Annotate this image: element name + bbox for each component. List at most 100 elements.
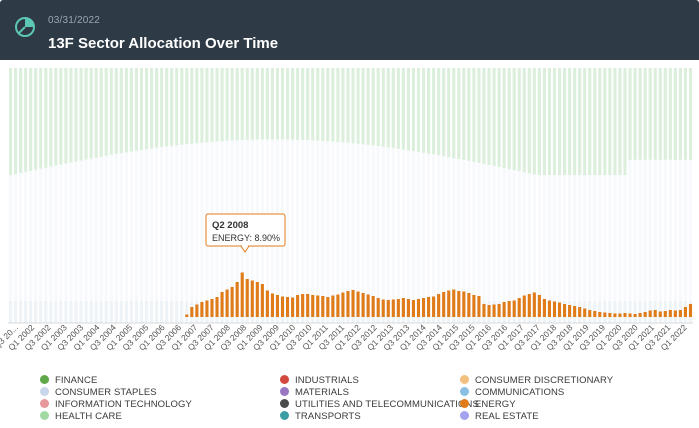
energy-bar[interactable] [537, 295, 541, 317]
energy-bar[interactable] [296, 295, 300, 317]
energy-bar[interactable] [341, 292, 345, 318]
legend-item[interactable]: REAL ESTATE [460, 411, 539, 422]
energy-bar[interactable] [452, 289, 456, 318]
energy-bar[interactable] [185, 314, 189, 318]
energy-bar[interactable] [683, 307, 687, 317]
energy-bar[interactable] [255, 282, 259, 317]
energy-bar[interactable] [311, 295, 315, 317]
energy-bar[interactable] [235, 282, 239, 317]
energy-bar[interactable] [492, 304, 496, 318]
energy-bar[interactable] [522, 295, 526, 318]
legend-item[interactable]: TRANSPORTS [280, 411, 361, 422]
legend-item[interactable]: INFORMATION TECHNOLOGY [40, 399, 192, 410]
energy-bar[interactable] [673, 310, 677, 318]
energy-bar[interactable] [608, 313, 612, 317]
energy-bar[interactable] [487, 305, 491, 317]
energy-bar[interactable] [280, 296, 285, 318]
energy-bar[interactable] [321, 296, 325, 317]
energy-bar[interactable] [391, 299, 395, 318]
energy-bar[interactable] [512, 300, 516, 318]
energy-bar[interactable] [648, 310, 652, 318]
energy-bar[interactable] [467, 293, 471, 317]
energy-bar[interactable] [291, 297, 295, 318]
energy-bar[interactable] [190, 307, 194, 317]
energy-bar[interactable] [285, 297, 290, 317]
energy-bar[interactable] [547, 300, 552, 318]
energy-bar[interactable] [275, 295, 280, 317]
energy-bar[interactable] [245, 279, 249, 317]
energy-bar[interactable] [361, 293, 365, 317]
energy-bar[interactable] [356, 291, 360, 318]
energy-bar[interactable] [301, 294, 305, 317]
energy-bar[interactable] [326, 297, 330, 317]
energy-bar[interactable] [200, 302, 204, 317]
energy-bar[interactable] [618, 313, 622, 318]
energy-bar[interactable] [603, 312, 607, 318]
energy-bar[interactable] [497, 304, 501, 317]
legend-item[interactable]: FINANCE [40, 375, 97, 386]
energy-bar[interactable] [678, 310, 682, 317]
energy-bar[interactable] [588, 310, 592, 317]
energy-bar[interactable] [336, 294, 340, 318]
energy-bar[interactable] [411, 300, 416, 317]
energy-bar[interactable] [477, 296, 481, 317]
energy-bar[interactable] [563, 304, 567, 317]
energy-bar[interactable] [437, 294, 441, 317]
energy-bar[interactable] [381, 299, 385, 318]
energy-bar[interactable] [578, 307, 582, 317]
energy-bar[interactable] [396, 299, 400, 317]
energy-bar[interactable] [270, 293, 274, 318]
legend-item[interactable]: INDUSTRIALS [280, 375, 359, 386]
energy-bar[interactable] [351, 290, 355, 317]
energy-bar[interactable] [447, 290, 451, 318]
energy-bar[interactable] [532, 292, 536, 318]
energy-bar[interactable] [210, 299, 214, 317]
energy-bar[interactable] [583, 308, 587, 318]
energy-bar[interactable] [658, 311, 662, 318]
energy-bar[interactable] [507, 301, 511, 317]
energy-bar[interactable] [568, 305, 572, 317]
energy-bar[interactable] [406, 299, 410, 317]
legend-item[interactable]: COMMUNICATIONS [460, 387, 564, 398]
energy-bar[interactable] [225, 289, 229, 318]
energy-bar[interactable] [653, 310, 657, 317]
energy-bar[interactable] [472, 295, 476, 317]
legend-item[interactable]: UTILITIES AND TELECOMMUNICATIONS [280, 399, 479, 410]
energy-bar[interactable] [638, 313, 642, 317]
energy-bar[interactable] [250, 280, 254, 318]
legend-item[interactable]: CONSUMER DISCRETIONARY [460, 375, 613, 386]
energy-bar[interactable] [427, 297, 431, 317]
energy-bar[interactable] [668, 310, 672, 317]
energy-bar[interactable] [306, 294, 310, 317]
energy-bar[interactable] [552, 301, 557, 318]
energy-bar[interactable] [386, 300, 390, 317]
energy-bar[interactable] [613, 313, 617, 318]
energy-bar[interactable] [265, 290, 269, 318]
energy-bar[interactable] [421, 298, 426, 317]
energy-bar[interactable] [371, 296, 375, 317]
energy-bar[interactable] [688, 304, 693, 317]
energy-bar[interactable] [260, 284, 264, 317]
energy-bar[interactable] [401, 298, 405, 317]
energy-bar[interactable] [517, 298, 521, 317]
legend-item[interactable]: CONSUMER STAPLES [40, 387, 157, 398]
energy-bar[interactable] [557, 302, 562, 318]
energy-bar[interactable] [527, 294, 531, 317]
energy-bar[interactable] [331, 295, 335, 318]
energy-bar[interactable] [240, 272, 244, 318]
energy-bar[interactable] [457, 291, 461, 317]
energy-bar[interactable] [432, 296, 436, 318]
energy-bar[interactable] [623, 313, 627, 317]
energy-bar[interactable] [502, 302, 506, 317]
energy-bar[interactable] [316, 295, 320, 318]
energy-bar[interactable] [598, 312, 602, 317]
legend-item[interactable]: HEALTH CARE [40, 411, 122, 422]
energy-bar[interactable] [628, 313, 632, 318]
legend-item[interactable]: ENERGY [460, 399, 516, 410]
energy-bar[interactable] [593, 311, 597, 317]
energy-bar[interactable] [205, 300, 209, 318]
energy-bar[interactable] [482, 304, 486, 317]
energy-bar[interactable] [220, 292, 224, 317]
legend-item[interactable]: MATERIALS [280, 387, 349, 398]
